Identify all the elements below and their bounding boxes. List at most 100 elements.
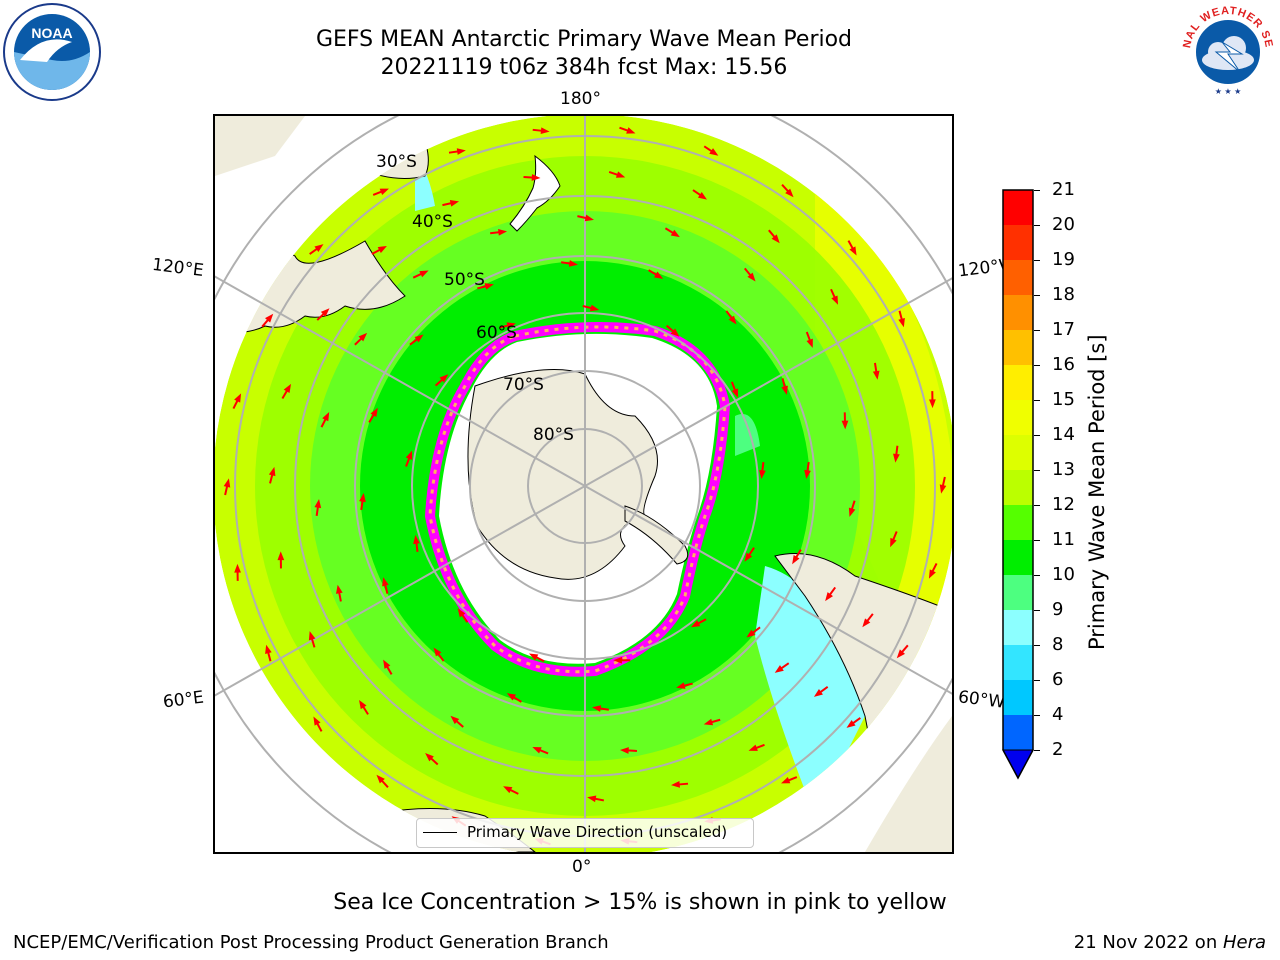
- wave-arrow-head: [234, 563, 241, 573]
- lat-label-80s: 80°S: [533, 425, 574, 445]
- colorbar-tick-mark: [1034, 225, 1040, 226]
- wave-arrow-head: [709, 148, 719, 156]
- colorbar-segment: [1003, 260, 1033, 295]
- wave-arrow-head: [439, 374, 449, 383]
- wave-arrow-head: [314, 244, 324, 252]
- wave-arrow-head: [376, 774, 385, 784]
- colorbar-tick-mark: [1034, 610, 1040, 611]
- colorbar-svg: [1002, 189, 1034, 780]
- colorbar-segment: [1003, 365, 1033, 400]
- wave-arrow-head: [841, 420, 849, 430]
- land-corner-se: [865, 716, 952, 852]
- colorbar: [1002, 188, 1034, 783]
- wave-arrow-head: [626, 127, 636, 134]
- wave-arrow-head: [613, 656, 622, 664]
- colorbar-tick-label: 16: [1052, 354, 1075, 375]
- polar-map-svg: [215, 116, 952, 852]
- wave-arrow-head: [862, 618, 871, 628]
- wave-arrow-head: [872, 370, 880, 380]
- colorbar-tick-mark: [1034, 330, 1040, 331]
- wave-arrow-head: [419, 270, 429, 278]
- colorbar-segment: [1003, 295, 1033, 330]
- wave-arrow-head: [587, 795, 597, 803]
- lon-label-60e: 60°E: [161, 687, 205, 713]
- wave-arrow-head: [804, 469, 811, 479]
- footer-left: NCEP/EMC/Verification Post Processing Pr…: [13, 932, 609, 953]
- wave-arrow-head: [898, 317, 905, 328]
- colorbar-tick-mark: [1034, 715, 1040, 716]
- colorbar-tick-label: 11: [1052, 529, 1075, 550]
- wave-arrow-head: [928, 569, 936, 579]
- footer-date: 21 Nov 2022 on: [1073, 932, 1223, 953]
- wave-arrow-head: [748, 744, 758, 751]
- wave-arrow-head: [283, 383, 292, 394]
- wave-arrow-head: [223, 478, 231, 488]
- wave-arrow-head: [806, 338, 813, 348]
- wave-arrow-head: [268, 466, 276, 477]
- wave-arrow-head: [676, 682, 686, 689]
- colorbar-tick-mark: [1034, 400, 1040, 401]
- colorbar-tick-mark: [1034, 680, 1040, 681]
- wave-arrow-head: [781, 777, 791, 784]
- wave-arrow-head: [670, 229, 680, 238]
- wave-arrow-head: [744, 552, 753, 562]
- wave-arrow-head: [831, 295, 839, 305]
- map-legend: Primary Wave Direction (unscaled): [416, 818, 754, 848]
- wave-arrow-head: [382, 577, 389, 587]
- wave-arrow-head: [929, 399, 936, 409]
- wave-arrow-head: [320, 308, 330, 317]
- land-corner-nw: [215, 116, 305, 176]
- wave-arrow-head: [813, 689, 823, 697]
- colorbar-tick-mark: [1034, 295, 1040, 296]
- colorbar-segment: [1003, 190, 1033, 225]
- colorbar-tick-label: 2: [1052, 739, 1064, 760]
- wave-arrow-head: [449, 200, 460, 207]
- colorbar-segment: [1003, 610, 1033, 645]
- lon-label-120e: 120°E: [150, 254, 205, 282]
- wave-arrow-head: [383, 659, 391, 669]
- wave-arrow-head: [359, 700, 367, 710]
- wave-arrow-head: [691, 620, 701, 628]
- colorbar-segment: [1003, 330, 1033, 365]
- wave-arrow-head: [379, 188, 389, 195]
- colorbar-extend-arrow: [1002, 749, 1034, 780]
- colorbar-tick-label: 12: [1052, 494, 1075, 515]
- wave-arrow-head: [728, 315, 737, 325]
- wave-arrow-head: [308, 631, 316, 641]
- sea-ice-caption: Sea Ice Concentration > 15% is shown in …: [333, 890, 947, 915]
- wave-arrow-head: [846, 720, 856, 728]
- wave-arrow-head: [336, 584, 343, 594]
- colorbar-tick-mark: [1034, 435, 1040, 436]
- period-band-8-drake: [755, 566, 865, 816]
- colorbar-title: Primary Wave Mean Period [s]: [1085, 334, 1109, 650]
- colorbar-tick-label: 18: [1052, 284, 1075, 305]
- colorbar-tick-label: 21: [1052, 179, 1075, 200]
- footer-right: 21 Nov 2022 on Hera: [1074, 932, 1266, 953]
- colorbar-tick-label: 17: [1052, 319, 1075, 340]
- wave-arrow-head: [506, 693, 516, 701]
- wave-arrow-head: [774, 665, 784, 673]
- wave-arrow-head: [584, 214, 594, 222]
- lat-label-30s: 30°S: [376, 152, 417, 172]
- wave-arrow-head: [747, 272, 756, 282]
- wave-arrow-head: [896, 649, 905, 659]
- wave-arrow-head: [433, 647, 442, 657]
- colorbar-segment: [1003, 505, 1033, 540]
- wave-arrow-head: [697, 191, 708, 200]
- wave-arrow-head: [532, 747, 542, 754]
- wave-arrow-head: [590, 304, 600, 312]
- wave-arrow-head: [456, 148, 466, 155]
- wave-arrow-head: [540, 127, 550, 135]
- wave-arrow-head: [529, 653, 539, 661]
- colorbar-tick-mark: [1034, 645, 1040, 646]
- wave-arrow-head: [377, 245, 387, 254]
- polar-map: [213, 114, 954, 854]
- wave-arrow-head: [825, 592, 834, 602]
- wave-arrow-head: [848, 507, 856, 517]
- colorbar-tick-label: 10: [1052, 564, 1075, 585]
- wave-arrow-head: [322, 411, 330, 422]
- lat-label-50s: 50°S: [444, 270, 485, 290]
- colorbar-tick-mark: [1034, 575, 1040, 576]
- colorbar-segment: [1003, 435, 1033, 470]
- wave-arrow-head: [890, 537, 897, 548]
